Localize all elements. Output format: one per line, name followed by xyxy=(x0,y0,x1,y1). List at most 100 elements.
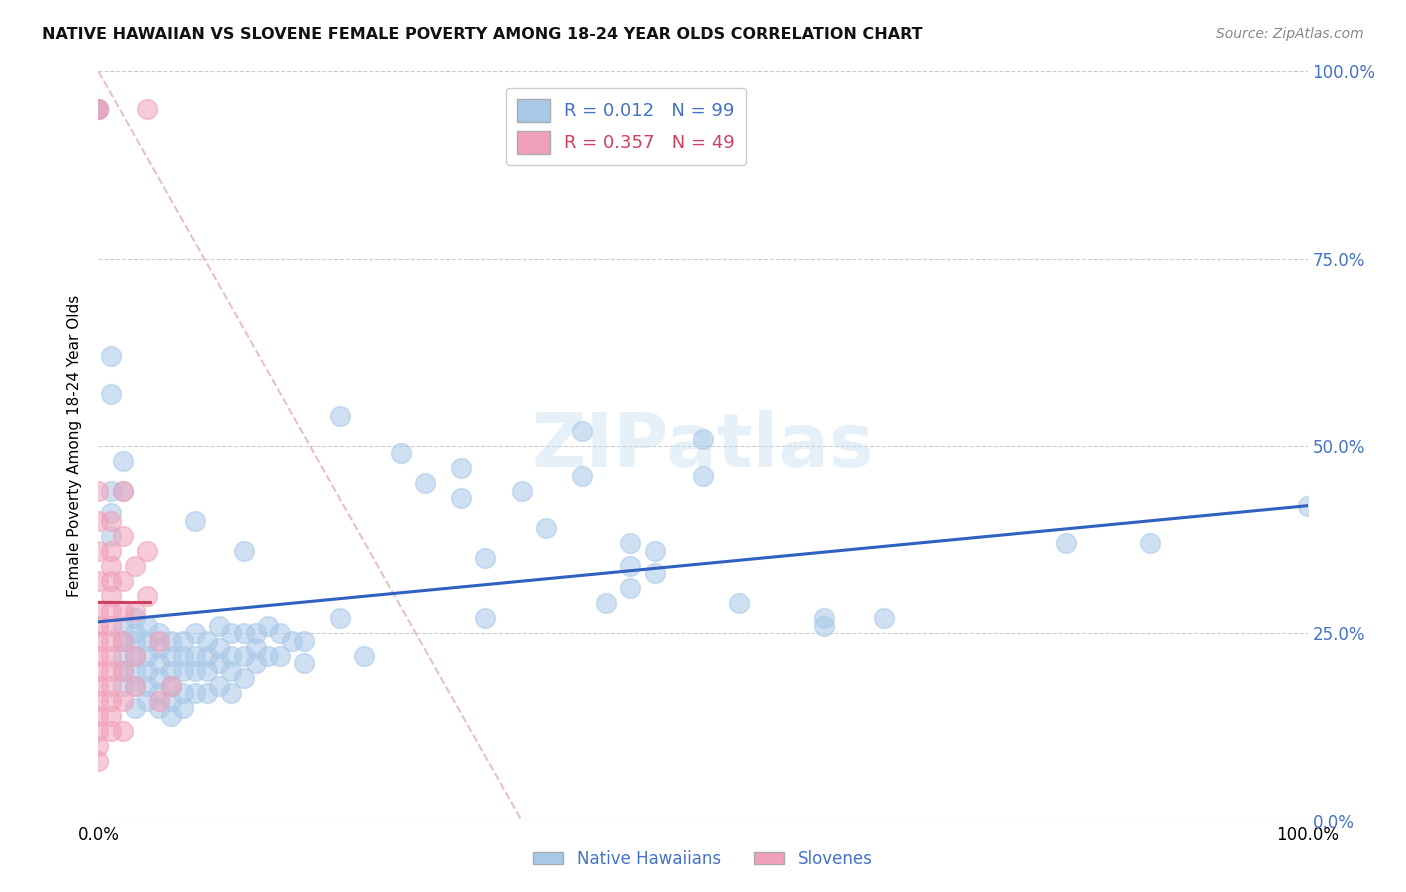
Point xyxy=(87,648,110,663)
Point xyxy=(208,619,231,633)
Point xyxy=(160,694,183,708)
Point xyxy=(172,633,194,648)
Point xyxy=(111,604,134,618)
Point xyxy=(873,611,896,625)
Point xyxy=(87,664,110,678)
Point xyxy=(135,619,157,633)
Point xyxy=(692,469,714,483)
Point xyxy=(87,708,110,723)
Point xyxy=(87,544,110,558)
Point xyxy=(232,648,254,663)
Point xyxy=(195,648,218,663)
Point xyxy=(100,386,122,401)
Point xyxy=(100,514,122,528)
Point xyxy=(221,626,243,640)
Point xyxy=(619,582,641,596)
Point xyxy=(135,648,157,663)
Point xyxy=(100,558,122,573)
Point xyxy=(124,679,146,693)
Point xyxy=(329,409,352,423)
Point xyxy=(87,102,110,116)
Point xyxy=(135,679,157,693)
Point xyxy=(160,708,183,723)
Point xyxy=(389,446,412,460)
Point xyxy=(148,657,170,671)
Point xyxy=(184,686,207,700)
Text: ZIPatlas: ZIPatlas xyxy=(531,409,875,483)
Point xyxy=(221,648,243,663)
Point xyxy=(245,626,267,640)
Point xyxy=(160,679,183,693)
Text: Source: ZipAtlas.com: Source: ZipAtlas.com xyxy=(1216,27,1364,41)
Point xyxy=(571,424,593,438)
Point xyxy=(148,686,170,700)
Point xyxy=(124,701,146,715)
Point xyxy=(256,619,278,633)
Point xyxy=(111,619,134,633)
Point xyxy=(644,566,666,581)
Point xyxy=(728,596,751,610)
Point xyxy=(172,701,194,715)
Point xyxy=(87,723,110,738)
Point xyxy=(124,664,146,678)
Point xyxy=(160,648,183,663)
Point xyxy=(135,544,157,558)
Point xyxy=(111,483,134,498)
Point xyxy=(100,604,122,618)
Point xyxy=(111,483,134,498)
Point xyxy=(571,469,593,483)
Point xyxy=(292,633,315,648)
Point xyxy=(595,596,617,610)
Point xyxy=(148,641,170,656)
Point xyxy=(413,476,436,491)
Point xyxy=(111,664,134,678)
Point xyxy=(160,679,183,693)
Point xyxy=(172,686,194,700)
Point xyxy=(135,589,157,603)
Point xyxy=(172,664,194,678)
Point xyxy=(124,648,146,663)
Point xyxy=(100,619,122,633)
Point xyxy=(111,529,134,543)
Point xyxy=(232,671,254,685)
Point xyxy=(813,611,835,625)
Point xyxy=(100,574,122,588)
Point xyxy=(100,723,122,738)
Point xyxy=(692,432,714,446)
Point xyxy=(87,739,110,753)
Point xyxy=(232,544,254,558)
Point xyxy=(135,664,157,678)
Point xyxy=(195,686,218,700)
Point xyxy=(124,611,146,625)
Point xyxy=(100,648,122,663)
Point xyxy=(474,611,496,625)
Point xyxy=(135,694,157,708)
Point xyxy=(148,633,170,648)
Point xyxy=(1296,499,1319,513)
Point xyxy=(124,633,146,648)
Point xyxy=(195,664,218,678)
Point xyxy=(124,558,146,573)
Point xyxy=(510,483,533,498)
Point xyxy=(87,754,110,768)
Point xyxy=(124,604,146,618)
Point xyxy=(292,657,315,671)
Point xyxy=(148,694,170,708)
Point xyxy=(245,657,267,671)
Point xyxy=(87,102,110,116)
Point xyxy=(450,461,472,475)
Point xyxy=(208,641,231,656)
Point xyxy=(100,664,122,678)
Point xyxy=(111,694,134,708)
Y-axis label: Female Poverty Among 18-24 Year Olds: Female Poverty Among 18-24 Year Olds xyxy=(67,295,83,597)
Point xyxy=(87,102,110,116)
Point xyxy=(148,701,170,715)
Point xyxy=(135,633,157,648)
Point xyxy=(329,611,352,625)
Point xyxy=(111,574,134,588)
Point xyxy=(124,679,146,693)
Point xyxy=(100,529,122,543)
Point xyxy=(87,514,110,528)
Point xyxy=(100,483,122,498)
Point xyxy=(619,558,641,573)
